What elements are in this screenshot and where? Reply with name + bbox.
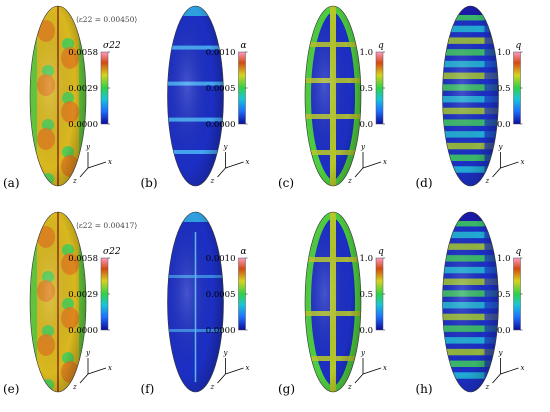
axis-z-label: z (72, 383, 77, 391)
colorbar-variable: σ22 (103, 41, 121, 51)
axis-z-label: z (347, 383, 352, 391)
axis-y-label: y (85, 349, 91, 357)
panel-c: q 1.0 0.5 0.0 y x z (c) (278, 5, 387, 190)
colorbar-variable: q (378, 247, 384, 257)
colorbar-tick-label: 0.0005 (206, 290, 236, 300)
colorbar-tick-label: 0.0058 (68, 254, 98, 264)
panel-label: (c) (278, 176, 294, 190)
axis-x-label: x (383, 364, 387, 372)
ellipsoid-contour (167, 212, 224, 392)
colorbar-tick-label: 0.0000 (68, 120, 98, 130)
ellipsoid-contour (305, 212, 361, 392)
axis-y-label: y (223, 349, 229, 357)
colorbar-tick-label: 0.0000 (206, 326, 236, 336)
axis-z-label: z (72, 177, 77, 185)
colorbar-tick-label: 1.0 (359, 254, 373, 264)
colorbar-tick-label: 0.0029 (68, 290, 98, 300)
colorbar-tick-label: 0.0 (359, 326, 373, 336)
colorbar-tick-label: 1.0 (497, 48, 511, 58)
ellipsoid-outline (167, 5, 224, 187)
axis-z-label: z (210, 383, 215, 391)
axis-z-label: z (485, 177, 490, 185)
strain-annotation: ⟨ε22 = 0.00450⟩ (76, 15, 137, 24)
axis-x-label: x (246, 364, 250, 372)
panel-label: (e) (3, 382, 19, 396)
ellipsoid-outline (29, 5, 87, 187)
colorbar-tick-label: 0.5 (497, 84, 511, 94)
colorbar-tick-label: 1.0 (359, 48, 373, 58)
colorbar-variable: α (241, 41, 247, 51)
axis-y-label: y (223, 143, 229, 151)
colorbar (238, 257, 246, 331)
colorbar (375, 51, 384, 125)
axis-x-label: x (521, 364, 525, 372)
colorbar-variable: α (241, 247, 247, 257)
colorbar-tick-label: 0.0029 (68, 84, 98, 94)
colorbar-variable: q (516, 41, 522, 51)
colorbar-tick-label: 0.0005 (206, 84, 236, 94)
axis-z-label: z (485, 383, 490, 391)
axis-z-label: z (347, 177, 352, 185)
axis-x-label: x (521, 158, 525, 166)
colorbar-tick-label: 0.5 (497, 290, 511, 300)
ellipsoid-contour (167, 6, 224, 186)
panel-label: (g) (278, 382, 295, 396)
ellipsoid-contour (305, 6, 361, 186)
colorbar-tick-label: 0.0 (497, 120, 511, 130)
colorbar (100, 257, 109, 331)
colorbar (375, 257, 384, 331)
panel-label: (b) (141, 176, 158, 190)
panel-b: α 0.0010 0.0005 0.0000 y x z (b) (141, 5, 250, 190)
ellipsoid-contour (442, 212, 499, 392)
panel-a: σ22 0.0058 0.0029 0.0000 ⟨ε22 = 0.00450⟩ y x z (… (3, 5, 137, 190)
colorbar-variable: q (516, 247, 522, 257)
ellipsoid-outline (304, 211, 362, 393)
axis-y-label: y (360, 143, 366, 151)
colorbar-tick-label: 0.0010 (206, 254, 236, 264)
axis-y-label: y (498, 143, 504, 151)
axis-y-label: y (498, 349, 504, 357)
ellipsoid-contour (30, 6, 86, 186)
panel-d: q 1.0 0.5 0.0 y x z (d) (416, 5, 525, 190)
colorbar-tick-label: 0.0 (497, 326, 511, 336)
ellipsoid-outline (304, 5, 362, 187)
ellipsoid-outline (442, 5, 499, 187)
colorbar (513, 51, 521, 125)
colorbar-variable: q (378, 41, 384, 51)
panel-label: (d) (416, 176, 433, 190)
axis-x-label: x (383, 158, 387, 166)
colorbar (238, 51, 246, 125)
colorbar-tick-label: 0.5 (359, 84, 373, 94)
panel-label: (f) (141, 382, 155, 396)
axis-z-label: z (210, 177, 215, 185)
colorbar-tick-label: 0.0000 (68, 326, 98, 336)
axis-x-label: x (108, 364, 112, 372)
panel-label: (a) (3, 176, 20, 190)
colorbar-variable: σ22 (103, 247, 121, 257)
ellipsoid-outline (442, 211, 499, 393)
axis-x-label: x (108, 158, 112, 166)
axis-y-label: y (85, 143, 91, 151)
colorbar-tick-label: 0.5 (359, 290, 373, 300)
colorbar (513, 257, 521, 331)
ellipsoid-outline (167, 211, 224, 393)
strain-annotation: ⟨ε22 = 0.00417⟩ (76, 221, 137, 230)
panel-g: q 1.0 0.5 0.0 y x z (g) (278, 211, 387, 396)
axis-y-label: y (360, 349, 366, 357)
ellipsoid-outline (29, 211, 87, 393)
colorbar-tick-label: 0.0010 (206, 48, 236, 58)
colorbar-tick-label: 0.0000 (206, 120, 236, 130)
panel-e: σ22 0.0058 0.0029 0.0000 ⟨ε22 = 0.00417⟩ y x z (… (3, 211, 137, 396)
panel-f: α 0.0010 0.0005 0.0000 y x z (f) (141, 211, 250, 396)
panel-h: q 1.0 0.5 0.0 y x z (h) (416, 211, 525, 396)
ellipsoid-contour (442, 6, 499, 186)
panel-label: (h) (416, 382, 433, 396)
ellipsoid-contour (30, 212, 86, 392)
colorbar-tick-label: 0.0058 (68, 48, 98, 58)
axis-x-label: x (246, 158, 250, 166)
colorbar (100, 51, 109, 125)
colorbar-tick-label: 1.0 (497, 254, 511, 264)
colorbar-tick-label: 0.0 (359, 120, 373, 130)
